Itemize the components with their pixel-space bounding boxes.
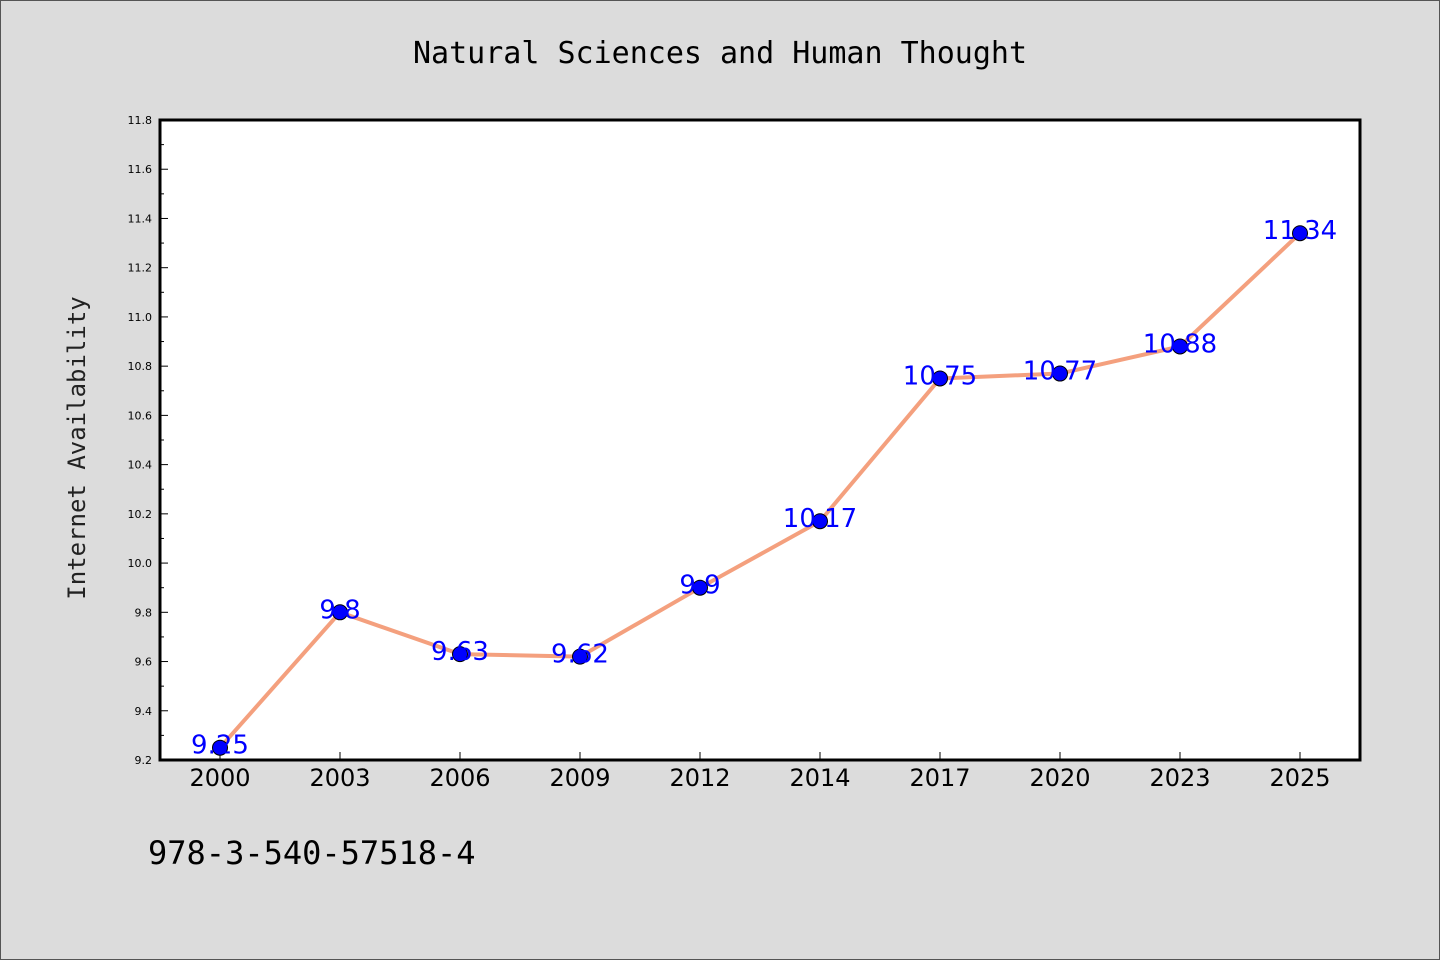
- series: 9.25 9.8 9.63 9.62 9.9 10.17 10.75 10.77 10.88 11…: [191, 216, 1337, 760]
- data-point: [692, 579, 708, 596]
- x-tick-label: 2003: [309, 764, 370, 792]
- y-tick-label: 11.4: [128, 212, 153, 225]
- footer-isbn: 978-3-540-57518-4: [148, 834, 476, 872]
- chart-title: Natural Sciences and Human Thought: [413, 36, 1027, 71]
- x-tick-label: 2025: [1269, 764, 1330, 792]
- data-label: 10.75: [903, 361, 977, 391]
- data-point: [1172, 338, 1188, 355]
- y-tick-label: 10.0: [128, 557, 153, 570]
- x-tick-label: 2014: [789, 764, 850, 792]
- data-point: [452, 646, 468, 663]
- y-tick-label: 11.6: [128, 163, 153, 176]
- y-tick-label: 9.2: [135, 754, 153, 767]
- data-label: 9.25: [191, 731, 249, 761]
- y-tick-label: 9.8: [135, 606, 153, 619]
- data-point: [1052, 365, 1068, 382]
- y-tick-label: 10.8: [128, 360, 153, 373]
- y-axis-label: Internet Availability: [63, 296, 91, 599]
- data-point: [572, 648, 588, 665]
- y-tick-label: 11.0: [128, 311, 153, 324]
- axes: 9.2 9.4 9.6 9.8 10.0 10.2 10.4 10.6 10.8 11.0 11.2…: [128, 114, 1331, 792]
- y-tick-label: 9.6: [135, 656, 153, 669]
- x-tick-label: 2009: [549, 764, 610, 792]
- data-point: [212, 739, 228, 756]
- data-label: 10.88: [1143, 329, 1217, 359]
- data-label: 10.17: [783, 504, 857, 534]
- y-tick-label: 11.2: [128, 262, 153, 275]
- data-label: 10.77: [1023, 357, 1097, 387]
- data-point: [332, 604, 348, 621]
- y-tick-label: 10.6: [128, 409, 153, 422]
- plot-border: [158, 118, 1362, 762]
- x-tick-label: 2000: [189, 764, 250, 792]
- data-point: [812, 513, 828, 530]
- y-tick-label: 10.2: [128, 508, 153, 521]
- x-tick-label: 2023: [1149, 764, 1210, 792]
- x-tick-label: 2012: [669, 764, 730, 792]
- data-label: 9.62: [551, 640, 609, 670]
- data-label: 9.9: [679, 571, 720, 601]
- data-point: [1292, 225, 1308, 242]
- data-label: 9.8: [319, 595, 360, 625]
- plot-area: [160, 120, 1360, 760]
- y-tick-label: 11.8: [128, 114, 153, 127]
- x-tick-label: 2020: [1029, 764, 1090, 792]
- x-tick-label: 2017: [909, 764, 970, 792]
- data-label: 11.34: [1263, 216, 1337, 246]
- x-tick-label: 2006: [429, 764, 490, 792]
- y-tick-label: 9.4: [135, 705, 153, 718]
- y-tick-label: 10.4: [128, 459, 153, 472]
- series-line: [218, 231, 1302, 750]
- data-point: [932, 370, 948, 387]
- data-label: 9.63: [431, 637, 489, 667]
